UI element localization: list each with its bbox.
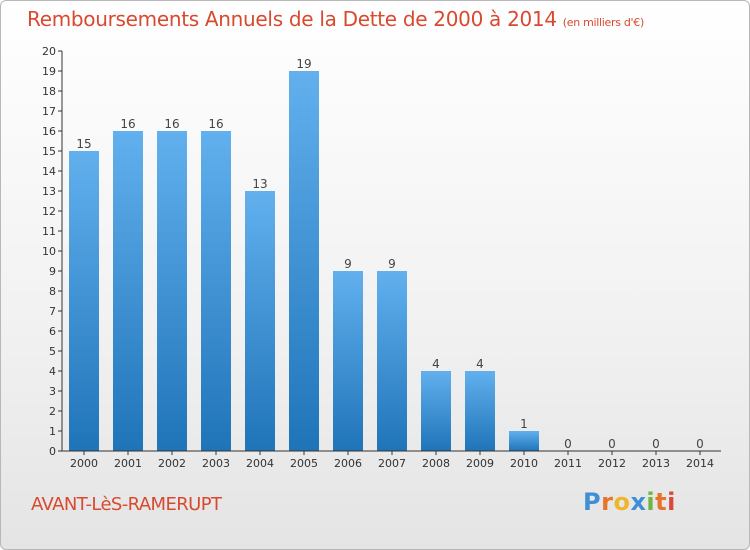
x-tick-label-2004: 2004 [246, 457, 274, 470]
y-tick-label: 18 [42, 85, 56, 98]
x-tick-label-2014: 2014 [686, 457, 714, 470]
data-label-2010: 1 [520, 417, 528, 431]
bar-2010 [509, 431, 539, 451]
bar-2003 [201, 131, 231, 451]
logo-letter: r [601, 488, 614, 516]
data-label-2000: 15 [76, 137, 91, 151]
bar-2002 [157, 131, 187, 451]
x-tick-label-2001: 2001 [114, 457, 142, 470]
y-tick-label: 6 [49, 325, 56, 338]
data-label-2007: 9 [388, 257, 396, 271]
data-label-2003: 16 [208, 117, 223, 131]
logo-letter: P [583, 488, 602, 516]
bars [69, 71, 539, 451]
y-tick-label: 12 [42, 205, 56, 218]
bar-2008 [421, 371, 451, 451]
x-tick-label-2013: 2013 [642, 457, 670, 470]
y-tick-label: 17 [42, 105, 56, 118]
y-tick-label: 10 [42, 245, 56, 258]
y-tick-label: 1 [49, 425, 56, 438]
logo-letter: o [613, 488, 631, 516]
data-label-2004: 13 [252, 177, 267, 191]
logo-letter: t [655, 488, 668, 516]
y-tick-label: 13 [42, 185, 56, 198]
data-label-2011: 0 [564, 437, 572, 451]
x-tick-label-2009: 2009 [466, 457, 494, 470]
bar-2004 [245, 191, 275, 451]
logo-letter: i [646, 488, 656, 516]
y-tick-label: 3 [49, 385, 56, 398]
y-tick-label: 0 [49, 445, 56, 458]
x-tick-label-2008: 2008 [422, 457, 450, 470]
data-label-2014: 0 [696, 437, 704, 451]
x-tick-label-2011: 2011 [554, 457, 582, 470]
x-axis: 2000 2001 2002 2003 2004 2005 2006 2007 2008 2009… [62, 450, 721, 470]
y-tick-label: 15 [42, 145, 56, 158]
bar-2009 [465, 371, 495, 451]
logo-letter: i [667, 488, 676, 516]
y-tick-label: 19 [42, 65, 56, 78]
x-tick-label-2002: 2002 [158, 457, 186, 470]
x-tick-label-2012: 2012 [598, 457, 626, 470]
x-tick-label-2005: 2005 [290, 457, 318, 470]
y-tick-label: 16 [42, 125, 56, 138]
proxiti-logo[interactable]: Proxiti [583, 488, 676, 516]
y-tick-label: 14 [42, 165, 56, 178]
y-tick-label: 9 [49, 265, 56, 278]
y-tick-label: 20 [42, 45, 56, 58]
bar-2007 [377, 271, 407, 451]
y-tick-label: 11 [42, 225, 56, 238]
y-tick-label: 2 [49, 405, 56, 418]
data-label-2006: 9 [344, 257, 352, 271]
bar-2005 [289, 71, 319, 451]
data-label-2013: 0 [652, 437, 660, 451]
commune-name: AVANT-LèS-RAMERUPT [31, 494, 222, 515]
y-tick-label: 5 [49, 345, 56, 358]
data-label-2002: 16 [164, 117, 179, 131]
chart-title-text: Remboursements Annuels de la Dette de 20… [27, 7, 557, 31]
data-label-2009: 4 [476, 357, 484, 371]
data-label-2012: 0 [608, 437, 616, 451]
chart-title: Remboursements Annuels de la Dette de 20… [27, 7, 644, 31]
data-label-2005: 19 [296, 57, 311, 71]
x-tick-label-2010: 2010 [510, 457, 538, 470]
y-tick-label: 7 [49, 305, 56, 318]
data-label-2001: 16 [120, 117, 135, 131]
bar-2001 [113, 131, 143, 451]
value-labels: 15 16 16 16 13 19 9 9 4 4 1 0 0 0 0 [76, 57, 703, 451]
y-tick-label: 8 [49, 285, 56, 298]
logo-letter: x [630, 488, 647, 516]
data-label-2008: 4 [432, 357, 440, 371]
chart-unit-subtitle: (en milliers d'€) [562, 16, 644, 29]
x-tick-label-2007: 2007 [378, 457, 406, 470]
bar-2006 [333, 271, 363, 451]
x-tick-label-2003: 2003 [202, 457, 230, 470]
y-tick-label: 4 [49, 365, 56, 378]
x-tick-label-2000: 2000 [70, 457, 98, 470]
bar-2000 [69, 151, 99, 451]
x-tick-label-2006: 2006 [334, 457, 362, 470]
